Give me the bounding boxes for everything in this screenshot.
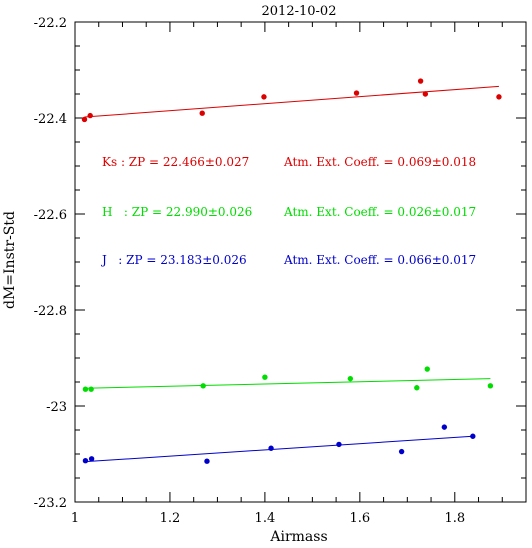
annotation-ext-j: Atm. Ext. Coeff. = 0.066±0.017 xyxy=(283,253,476,267)
data-point-j xyxy=(204,458,210,464)
data-point-h xyxy=(347,375,354,382)
x-tick-label: 1.6 xyxy=(349,511,370,526)
y-tick-label: -22.4 xyxy=(34,112,67,127)
data-point-h xyxy=(487,383,494,389)
data-point-j xyxy=(268,445,274,451)
data-point-h xyxy=(424,366,430,372)
x-tick-label: 1.8 xyxy=(444,511,465,526)
data-point-ks xyxy=(422,91,429,97)
fit-line-h xyxy=(85,378,491,389)
fit-annotations: Ks : ZP = 22.466±0.027 Atm. Ext. Coeff. … xyxy=(100,155,476,267)
annotation-ext-h: Atm. Ext. Coeff. = 0.026±0.017 xyxy=(283,205,476,219)
axes-group: 1 1.2 1.4 1.6 1.8 -22.2 -22.4 -22.6 -22.8 -23 -23.… xyxy=(34,16,527,526)
x-axis-title: Airmass xyxy=(269,529,327,545)
chart-title: 2012-10-02 xyxy=(262,4,337,19)
data-point-j xyxy=(88,456,95,462)
annotation-zp-j: J : ZP = 23.183±0.026 xyxy=(100,253,247,267)
y-tick-label: -22.8 xyxy=(34,304,67,319)
data-point-j xyxy=(441,424,448,430)
y-tick-label: -23.2 xyxy=(34,496,67,511)
data-point-ks xyxy=(496,94,502,100)
data-point-j xyxy=(82,458,89,464)
y-tick-label: -22.2 xyxy=(34,16,67,31)
data-point-h xyxy=(262,374,268,380)
plot-group xyxy=(81,78,502,464)
fit-line-j xyxy=(85,435,473,463)
y-tick-label: -22.6 xyxy=(34,208,67,223)
data-point-h xyxy=(414,385,420,391)
x-tick-label: 1 xyxy=(71,511,79,526)
data-point-j xyxy=(398,448,405,455)
x-tick-label: 1.4 xyxy=(255,511,276,526)
annotation-zp-h: H : ZP = 22.990±0.026 xyxy=(102,205,252,219)
data-point-ks xyxy=(417,78,424,84)
data-point-h xyxy=(200,383,206,389)
annotation-zp-ks: Ks : ZP = 22.466±0.027 xyxy=(102,155,249,169)
data-point-ks xyxy=(87,112,93,119)
y-tick-label: -23 xyxy=(46,400,67,415)
data-point-j xyxy=(470,433,476,439)
x-tick-label: 1.2 xyxy=(160,511,181,526)
data-point-j xyxy=(336,441,342,448)
data-point-h xyxy=(82,386,89,392)
fit-line-ks xyxy=(84,85,499,118)
data-point-ks xyxy=(261,94,267,100)
annotation-ext-ks: Atm. Ext. Coeff. = 0.069±0.018 xyxy=(283,155,476,169)
data-point-ks xyxy=(81,116,88,123)
data-point-ks xyxy=(353,90,360,96)
data-point-ks xyxy=(199,110,205,116)
y-axis-title: dM=Instr-Std xyxy=(2,211,18,309)
data-point-h xyxy=(88,386,94,392)
